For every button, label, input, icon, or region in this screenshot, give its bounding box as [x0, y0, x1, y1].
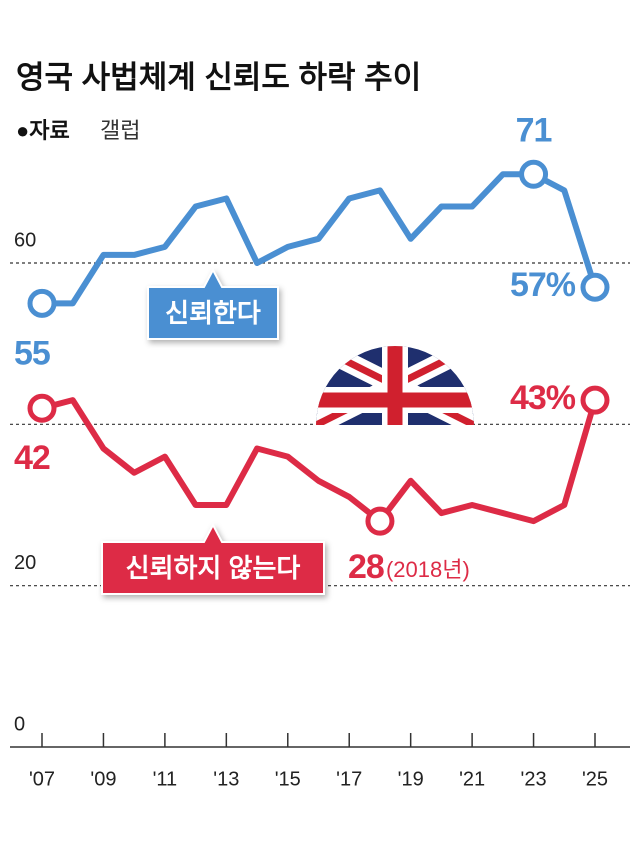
x-tick-label: '09	[90, 768, 116, 790]
x-tick-label: '07	[29, 768, 55, 790]
point	[519, 159, 549, 189]
legend-label: 신뢰한다	[165, 298, 261, 328]
x-tick-label: '23	[521, 768, 547, 790]
point	[27, 288, 57, 318]
value-label: 57%	[510, 266, 576, 304]
x-tick-label: '17	[336, 768, 362, 790]
chart-title: 영국 사법체계 신뢰도 하락 추이	[16, 60, 421, 95]
y-tick-label: 60	[14, 229, 36, 251]
source-label: ●자료	[16, 118, 70, 143]
value-label: 55	[14, 334, 50, 372]
y-tick-label: 20	[14, 552, 36, 574]
value-label: 71	[516, 111, 552, 149]
x-tick-label: '25	[582, 768, 608, 790]
x-tick-label: '15	[275, 768, 301, 790]
value-label: 43%	[510, 379, 576, 417]
series-line	[41, 397, 598, 525]
uk-flag	[316, 346, 474, 425]
source: 갤럽	[100, 118, 140, 143]
x-tick-label: '21	[459, 768, 485, 790]
y-tick-label: 0	[14, 713, 25, 735]
legend-label: 신뢰하지 않는다	[126, 553, 301, 583]
value-label: 42	[14, 439, 50, 477]
point	[580, 385, 610, 415]
series-line	[42, 171, 598, 307]
legend-box	[147, 267, 279, 340]
x-tick-label: '13	[213, 768, 239, 790]
x-tick-label: '11	[153, 768, 178, 790]
annotation: (2018년)	[386, 557, 470, 582]
value-label: 28	[348, 548, 384, 586]
point	[27, 393, 57, 423]
legend-box	[101, 522, 325, 595]
point	[365, 506, 395, 536]
x-tick-label: '19	[398, 768, 424, 790]
point	[580, 272, 610, 302]
